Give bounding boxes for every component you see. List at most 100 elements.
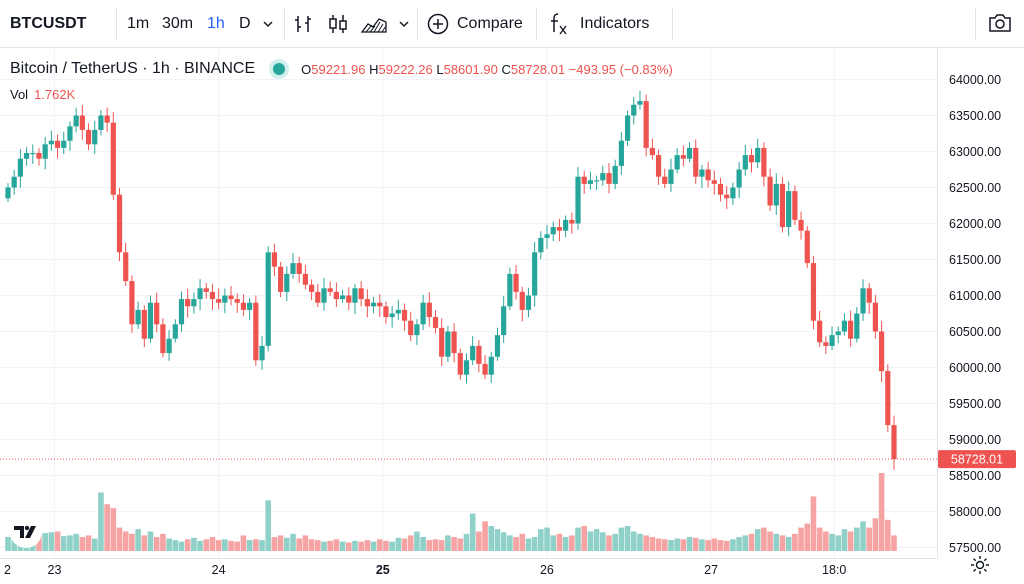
interval-chevron-down-icon[interactable] [262, 0, 274, 47]
price-chart[interactable]: 64000.00 63500.00 63000.00 62500.00 62000.00… [0, 48, 1024, 584]
candle-body [767, 176, 773, 206]
candle-body [185, 299, 191, 307]
camera-icon[interactable] [988, 12, 1012, 39]
candle-body [228, 295, 234, 300]
candle-body [494, 335, 501, 357]
candle-body [519, 291, 525, 310]
volume-bar [383, 540, 389, 551]
candle-body [178, 299, 185, 325]
interval-d-button[interactable]: D [239, 14, 251, 32]
candle-body [383, 306, 389, 318]
candle-body [544, 234, 550, 238]
candle-body [154, 302, 160, 325]
volume-bar [500, 532, 507, 551]
volume-bar [67, 535, 73, 551]
candle-body [538, 237, 544, 253]
volume-bar [314, 540, 321, 551]
candle-body [259, 345, 265, 361]
volume-bar [891, 535, 897, 551]
volume-bar [153, 536, 160, 551]
volume-bar [122, 531, 129, 551]
high-label: H [369, 61, 379, 77]
volume-bar [686, 536, 693, 551]
price-tick-label: 58500.00 [949, 469, 1001, 483]
volume-bar [476, 531, 482, 551]
candle-body [643, 101, 649, 148]
candle-style-icon[interactable] [327, 0, 349, 47]
candle-body [736, 169, 742, 188]
volume-bar [48, 532, 55, 551]
volume-bar [885, 519, 891, 551]
candle-body [866, 288, 872, 303]
volume-bar [129, 533, 135, 551]
volume-bar [345, 542, 352, 551]
volume-bar [166, 538, 172, 551]
candle-body [482, 363, 488, 375]
volume-bar [265, 500, 272, 551]
volume-bar [860, 521, 866, 551]
candle-body [730, 187, 736, 199]
time-tick-label: 27 [704, 563, 718, 577]
volume-bar [451, 536, 457, 551]
candle-body [166, 338, 172, 354]
time-tick-label: 26 [540, 563, 554, 577]
price-tick-label: 60000.00 [949, 361, 1001, 375]
symbol-search-button[interactable]: BTCUSDT [10, 14, 87, 32]
candle-body [823, 342, 829, 346]
volume-bar [290, 533, 296, 551]
volume-bar [259, 540, 265, 551]
volume-bar [736, 536, 742, 551]
candle-body [197, 288, 203, 300]
candle-body [48, 140, 54, 145]
candle-body [594, 180, 600, 182]
volume-bar [327, 540, 333, 551]
candle-body [73, 115, 79, 127]
candle-body [408, 320, 414, 336]
fx-icon [548, 12, 570, 36]
close-label: C [501, 61, 511, 77]
time-tick-label: 25 [376, 563, 390, 577]
candle-body [17, 158, 23, 177]
volume-bar [215, 540, 222, 551]
candle-body [432, 317, 439, 328]
candle-body [191, 299, 197, 307]
candle-body [891, 425, 897, 460]
volume-bar [104, 504, 110, 551]
area-style-icon[interactable] [361, 0, 387, 47]
volume-bar [630, 531, 637, 551]
price-tick-label: 62000.00 [949, 217, 1001, 231]
candle-body [370, 302, 377, 307]
volume-bar [141, 535, 148, 551]
indicators-button[interactable]: Indicators [548, 0, 649, 47]
volume-bar [699, 539, 705, 551]
volume-bar [395, 537, 402, 551]
bar-style-icon[interactable] [293, 0, 315, 47]
market-status-icon [273, 63, 286, 75]
interval-1h-button[interactable]: 1h [207, 14, 225, 32]
interval-1m-button[interactable]: 1m [127, 14, 150, 32]
compare-button[interactable]: Compare [427, 0, 523, 47]
candle-body [414, 324, 420, 336]
candle-body [742, 155, 748, 170]
interval-30m-button[interactable]: 30m [162, 14, 194, 32]
candle-body [451, 331, 457, 354]
symbol-title[interactable]: Bitcoin / TetherUS · 1h · BINANCE [10, 60, 256, 77]
chart-style-chevron-down-icon[interactable] [398, 0, 410, 47]
candle-body [501, 306, 507, 336]
volume-bar [407, 535, 414, 551]
volume-bar [401, 538, 408, 551]
candle-body [563, 219, 569, 231]
volume-bar [587, 531, 594, 551]
volume-bar [277, 535, 284, 551]
volume-bar [754, 529, 761, 551]
volume-bar [804, 523, 811, 551]
volume-bar [810, 496, 817, 551]
volume-bar [438, 540, 445, 551]
candle-body [98, 115, 104, 130]
candle-body [872, 302, 879, 332]
candle-body [160, 324, 166, 354]
candle-body [581, 176, 587, 184]
volume-bar [779, 535, 786, 551]
volume-bar [5, 536, 11, 551]
gear-icon[interactable] [970, 555, 990, 580]
